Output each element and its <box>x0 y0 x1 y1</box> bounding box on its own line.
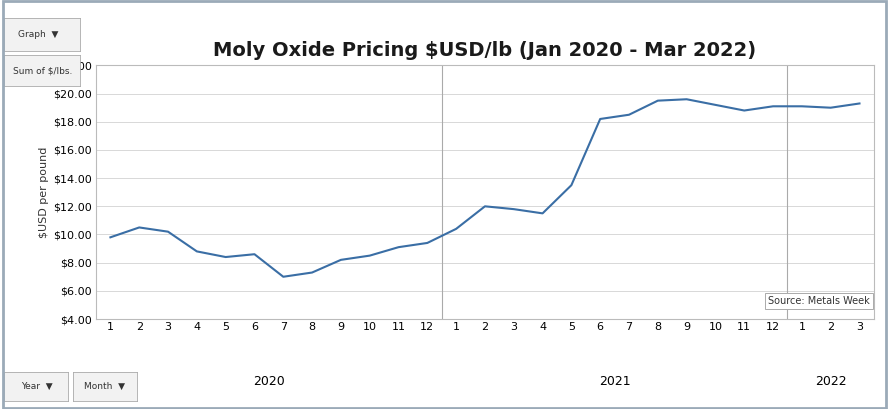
Y-axis label: $USD per pound: $USD per pound <box>39 146 49 238</box>
Text: Sum of $/lbs.: Sum of $/lbs. <box>12 66 72 75</box>
Text: 2022: 2022 <box>815 375 846 388</box>
Text: Year  ▼: Year ▼ <box>20 382 52 391</box>
Text: Graph  ▼: Graph ▼ <box>19 30 59 39</box>
Text: Source: Metals Week: Source: Metals Week <box>768 297 870 306</box>
Title: Moly Oxide Pricing $USD/lb (Jan 2020 - Mar 2022): Moly Oxide Pricing $USD/lb (Jan 2020 - M… <box>213 41 757 60</box>
Text: 2021: 2021 <box>599 375 630 388</box>
Text: 2020: 2020 <box>253 375 284 388</box>
Text: Month  ▼: Month ▼ <box>84 382 125 391</box>
